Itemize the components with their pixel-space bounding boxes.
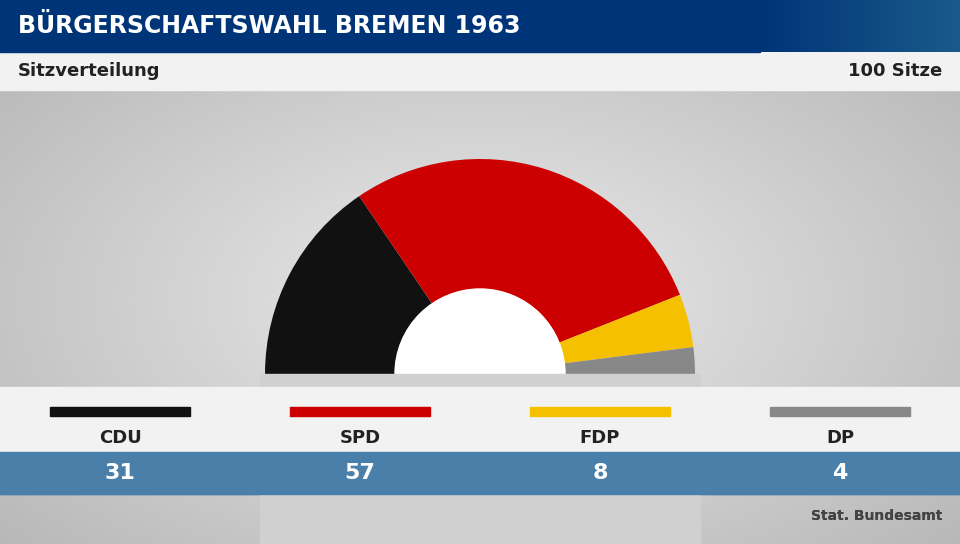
Bar <box>0 52 960 90</box>
Bar <box>0 0 760 52</box>
Text: 57: 57 <box>345 463 375 483</box>
Bar <box>260 374 700 544</box>
Bar <box>0 452 960 494</box>
Text: 31: 31 <box>105 463 135 483</box>
Bar <box>530 407 669 416</box>
Bar <box>51 407 189 416</box>
Text: Stat. Bundesamt: Stat. Bundesamt <box>810 509 942 523</box>
Bar <box>530 407 669 416</box>
Text: CDU: CDU <box>99 429 141 447</box>
Bar <box>290 407 429 416</box>
Bar <box>0 387 960 452</box>
Wedge shape <box>265 196 432 374</box>
Bar <box>0 452 960 494</box>
Text: DP: DP <box>826 429 854 447</box>
Wedge shape <box>359 159 680 343</box>
Text: 31: 31 <box>105 463 135 483</box>
Bar <box>770 407 909 416</box>
Text: 4: 4 <box>832 463 848 483</box>
Wedge shape <box>564 347 695 374</box>
Text: 8: 8 <box>592 463 608 483</box>
Bar <box>51 407 189 416</box>
Bar <box>770 407 909 416</box>
Text: FDP: FDP <box>580 429 620 447</box>
Text: DP: DP <box>826 429 854 447</box>
Text: 57: 57 <box>345 463 375 483</box>
Text: Stat. Bundesamt: Stat. Bundesamt <box>810 509 942 523</box>
Text: 4: 4 <box>832 463 848 483</box>
Bar <box>0 0 960 52</box>
Wedge shape <box>559 295 693 363</box>
Circle shape <box>395 289 565 459</box>
Text: 8: 8 <box>592 463 608 483</box>
Bar <box>0 392 960 452</box>
Text: BÜRGERSCHAFTSWAHL BREMEN 1963: BÜRGERSCHAFTSWAHL BREMEN 1963 <box>18 14 520 38</box>
Bar <box>290 407 429 416</box>
Text: 100 Sitze: 100 Sitze <box>848 62 942 80</box>
Text: SPD: SPD <box>340 429 380 447</box>
Text: SPD: SPD <box>340 429 380 447</box>
Text: CDU: CDU <box>99 429 141 447</box>
Text: FDP: FDP <box>580 429 620 447</box>
Text: Sitzverteilung: Sitzverteilung <box>18 62 160 80</box>
